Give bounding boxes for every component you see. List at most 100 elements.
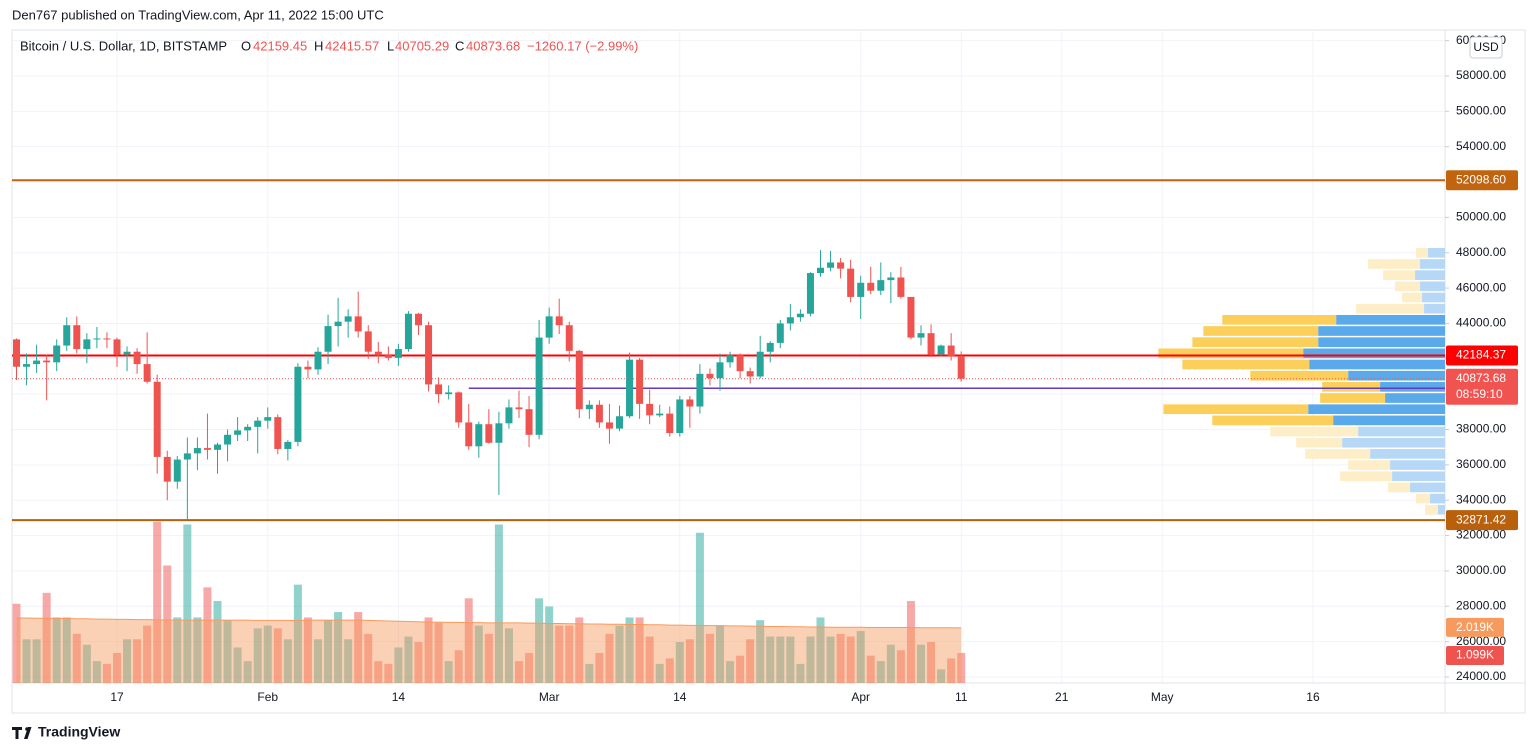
profile-down	[1356, 303, 1425, 314]
volume-bar	[756, 620, 765, 683]
y-tick-label: 44000.00	[1456, 316, 1506, 330]
profile-up	[1385, 393, 1445, 403]
profile-down	[1320, 393, 1386, 403]
candle-body	[555, 316, 563, 326]
x-tick-label: 11	[955, 690, 968, 704]
candle-body	[666, 413, 674, 434]
volume-bar	[635, 617, 644, 683]
volume-bar	[655, 663, 664, 683]
candle-body	[565, 325, 573, 351]
candle-body	[947, 345, 955, 356]
volume-bar	[525, 652, 534, 683]
volume-bar	[324, 620, 333, 683]
profile-down	[1416, 247, 1429, 258]
candle-body	[907, 296, 915, 338]
volume-bar	[153, 521, 162, 683]
candle-body	[726, 355, 734, 363]
candle-body	[23, 364, 31, 367]
candle-body	[425, 325, 433, 385]
volume-bar	[826, 636, 835, 683]
volume-profile	[1158, 247, 1445, 515]
candle-body	[123, 351, 131, 355]
volume-bar	[193, 617, 202, 683]
volume-bar	[213, 601, 222, 683]
profile-down	[1222, 314, 1337, 325]
volume-bar	[82, 644, 91, 683]
volume-bar	[233, 647, 242, 683]
volume-bar	[786, 636, 795, 683]
candle-body	[827, 262, 835, 268]
volume-bar	[605, 633, 614, 683]
candle-body	[314, 351, 322, 370]
candle-body	[153, 381, 161, 457]
volume-bar	[575, 617, 584, 683]
candle-body	[244, 426, 252, 431]
y-tick-label: 34000.00	[1456, 492, 1506, 506]
volume-bar	[314, 639, 322, 683]
candle-body	[274, 417, 282, 449]
volume-bar	[223, 620, 232, 683]
volume-pane	[12, 521, 966, 683]
candle-body	[786, 317, 794, 324]
candle-body	[133, 351, 141, 365]
ohlc-letter: C	[455, 38, 464, 53]
candle-body	[917, 333, 925, 338]
profile-down	[1395, 281, 1421, 292]
brand-logo	[12, 727, 32, 739]
candle-body	[445, 392, 453, 395]
candle-body	[877, 280, 885, 291]
level-label-box	[1446, 510, 1518, 531]
candle-body	[103, 338, 111, 340]
last-price-label: 40873.68	[1456, 371, 1506, 385]
candle-body	[163, 456, 171, 482]
candle-body	[53, 345, 61, 363]
candle-body	[535, 337, 543, 435]
volume-bar	[183, 524, 192, 683]
candle-body	[455, 392, 463, 423]
profile-down	[1158, 348, 1304, 359]
volume-bar	[615, 625, 624, 683]
candle-body	[63, 325, 71, 346]
volume-bar	[163, 565, 172, 683]
candle-body	[324, 326, 332, 352]
ohlc-letter: O	[241, 38, 251, 53]
candle-body	[234, 430, 242, 435]
candle-body	[203, 448, 211, 450]
volume-bar	[886, 644, 895, 683]
candle-body	[495, 423, 503, 443]
volume-bar	[273, 628, 282, 683]
profile-down	[1402, 292, 1423, 303]
volume-bar	[72, 633, 81, 683]
volume-bar	[836, 633, 845, 683]
candle-body	[183, 453, 191, 460]
volume-bar	[173, 617, 182, 683]
volume-bar	[927, 642, 936, 683]
profile-down	[1340, 471, 1393, 482]
profile-up	[1318, 337, 1445, 348]
volume-tag: 1.099K	[1456, 648, 1494, 662]
ohlc-value: 40873.68	[466, 38, 520, 53]
volume-bar	[896, 650, 905, 683]
x-tick-label: Feb	[257, 690, 278, 704]
volume-bar	[806, 636, 815, 683]
volume-bar	[344, 639, 353, 683]
y-tick-label: 56000.00	[1456, 103, 1506, 117]
volume-ma-tag-box	[1446, 617, 1504, 637]
candle-body	[93, 338, 101, 340]
volume-bar	[283, 639, 292, 683]
candle-body	[686, 399, 694, 407]
volume-ma-line	[16, 617, 962, 629]
candle-body	[927, 333, 935, 355]
profile-down	[1296, 437, 1343, 448]
last-price-label-box	[1446, 368, 1518, 405]
level-label-box	[1446, 345, 1518, 366]
profile-up	[1309, 359, 1445, 370]
profile-up	[1438, 504, 1445, 515]
volume-bar	[394, 647, 403, 683]
level-label: 42184.37	[1456, 348, 1506, 362]
candle-body	[254, 420, 262, 427]
candle-body	[776, 323, 784, 343]
volume-bar	[957, 652, 966, 683]
volume-bar	[766, 636, 775, 683]
profile-down	[1212, 415, 1334, 426]
